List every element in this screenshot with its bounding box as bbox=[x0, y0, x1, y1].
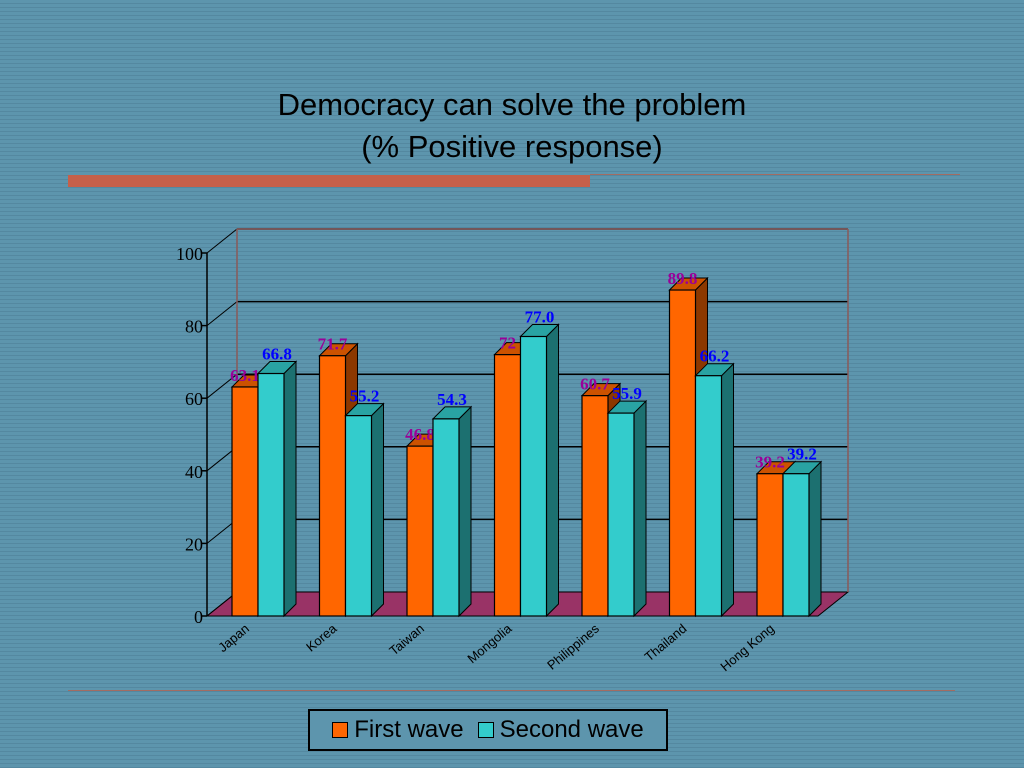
chart-title: Democracy can solve the problem (% Posit… bbox=[0, 84, 1024, 168]
bar-chart: 0 20 40 60 80 100 63.166.8 Japan 71.7 55.2 Korea 46… bbox=[176, 228, 850, 674]
side-wall-gridline bbox=[206, 228, 238, 254]
bar-second-wave bbox=[782, 473, 810, 617]
bar-second-wave bbox=[519, 335, 548, 617]
bar-second-wave bbox=[257, 372, 285, 617]
y-tick-label: 20 bbox=[185, 534, 203, 554]
x-tick-label: Hong Kong bbox=[717, 621, 776, 674]
legend: First wave Second wave bbox=[308, 709, 668, 751]
title-accent-bar bbox=[68, 175, 590, 187]
x-tick-label: Philippines bbox=[544, 620, 602, 672]
chart-title-line: Democracy can solve the problem bbox=[277, 87, 747, 122]
data-label: 55.9 bbox=[612, 384, 642, 403]
data-label: 63.1 bbox=[230, 366, 260, 385]
bar-first-wave bbox=[756, 473, 784, 617]
bar-side bbox=[283, 360, 297, 618]
bar-second-wave bbox=[432, 418, 460, 617]
bar-second-wave bbox=[344, 415, 373, 617]
y-tick-label: 60 bbox=[185, 389, 203, 409]
data-label: 60.7 bbox=[580, 375, 610, 394]
bar-side bbox=[808, 460, 822, 618]
y-tick-label: 100 bbox=[176, 244, 203, 264]
bar-first-wave bbox=[493, 354, 522, 617]
bar-first-wave bbox=[231, 386, 259, 617]
legend-item-second-wave: Second wave bbox=[477, 716, 644, 744]
legend-swatch-first-wave bbox=[332, 722, 349, 738]
x-tick-label: Thailand bbox=[642, 621, 690, 665]
y-tick-label: 0 bbox=[194, 607, 203, 627]
chart-subtitle: (% Positive response) bbox=[361, 129, 663, 164]
legend-label-second-wave: Second wave bbox=[499, 716, 644, 743]
y-tick-label: 80 bbox=[185, 317, 203, 337]
data-label: 54.3 bbox=[437, 390, 467, 409]
data-label: 46.8 bbox=[405, 425, 435, 444]
bar-side bbox=[371, 402, 384, 618]
y-tick-label: 40 bbox=[185, 462, 203, 482]
footer-divider bbox=[68, 690, 955, 691]
data-label: 66.2 bbox=[700, 347, 730, 366]
bar-first-wave bbox=[318, 355, 347, 617]
bar-side bbox=[546, 323, 559, 618]
bar-second-wave bbox=[694, 375, 723, 617]
data-label: 39.2 bbox=[787, 445, 817, 464]
bar-first-wave bbox=[581, 395, 609, 617]
legend-item-first-wave: First wave bbox=[332, 716, 464, 744]
data-label: 77.0 bbox=[525, 307, 555, 326]
data-label: 72 bbox=[499, 334, 516, 353]
bar-side bbox=[458, 405, 472, 618]
legend-swatch-second-wave bbox=[477, 722, 494, 738]
x-tick-label: Mongolia bbox=[464, 620, 515, 666]
bar-first-wave bbox=[406, 445, 434, 617]
x-tick-label: Korea bbox=[303, 620, 340, 654]
data-label: 55.2 bbox=[350, 387, 380, 406]
data-label: 89.8 bbox=[668, 269, 698, 288]
side-wall-gridline bbox=[206, 301, 238, 326]
bar-first-wave bbox=[668, 289, 697, 617]
x-tick-label: Japan bbox=[215, 621, 252, 655]
data-label: 39.2 bbox=[755, 453, 785, 472]
x-tick-label: Taiwan bbox=[386, 621, 427, 659]
bar-side bbox=[721, 362, 734, 618]
data-label: 66.8 bbox=[262, 345, 292, 364]
title-accent-line bbox=[590, 174, 960, 175]
bar-side bbox=[633, 399, 647, 618]
side-wall-gridline bbox=[206, 373, 238, 399]
legend-label-first-wave: First wave bbox=[354, 716, 464, 743]
bar-second-wave bbox=[607, 412, 635, 617]
data-label: 71.7 bbox=[318, 335, 348, 354]
